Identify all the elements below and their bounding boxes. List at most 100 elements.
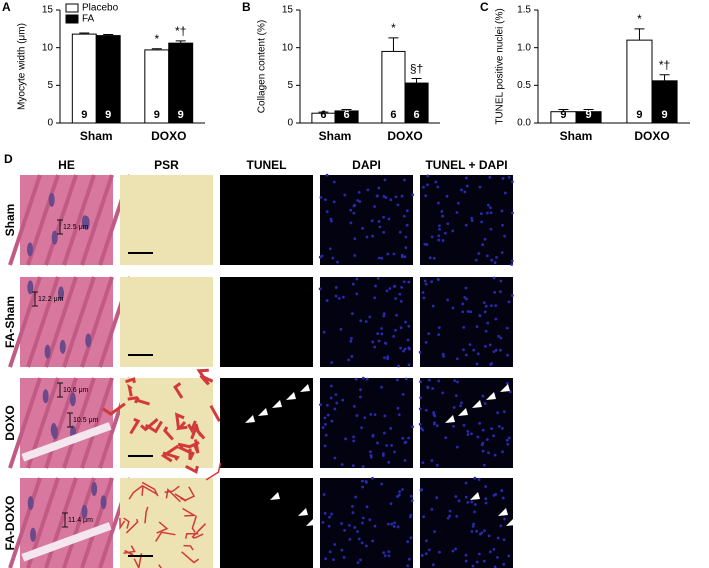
dapi-dot bbox=[398, 230, 402, 234]
dapi-dot bbox=[358, 200, 362, 203]
dapi-dot bbox=[501, 450, 504, 454]
dapi-dot bbox=[376, 277, 380, 280]
dapi-dot bbox=[431, 563, 435, 567]
dapi-dot bbox=[440, 210, 444, 213]
dapi-dot bbox=[409, 494, 413, 498]
dapi-dot bbox=[368, 518, 372, 522]
dapi-dot bbox=[387, 217, 391, 221]
dapi-dot bbox=[421, 461, 425, 465]
dapi-dot bbox=[400, 255, 404, 259]
dapi-dot bbox=[498, 290, 502, 294]
dapi-dot bbox=[485, 438, 489, 441]
y-tick-label: 10 bbox=[42, 42, 54, 53]
dapi-dot bbox=[352, 211, 356, 215]
dapi-dot bbox=[465, 297, 468, 301]
dapi-dot bbox=[423, 242, 427, 246]
dapi-dot bbox=[361, 479, 364, 483]
dapi-dot bbox=[380, 482, 384, 486]
dapi-dot bbox=[481, 428, 485, 432]
dapi-dot bbox=[404, 377, 408, 381]
dapi-dot bbox=[422, 515, 426, 519]
dapi-dot bbox=[470, 530, 474, 533]
fibrosis bbox=[173, 382, 184, 399]
dapi-dot bbox=[470, 216, 474, 220]
dapi-dot bbox=[351, 505, 354, 508]
dapi-dot bbox=[374, 284, 377, 288]
dapi-dot bbox=[464, 553, 468, 557]
fibrosis bbox=[205, 462, 222, 481]
column-header: PSR bbox=[154, 158, 179, 172]
nucleus bbox=[51, 230, 58, 245]
annotation: * bbox=[391, 21, 396, 35]
fibrosis bbox=[209, 404, 221, 423]
dapi-dot bbox=[334, 393, 338, 396]
fibrosis bbox=[155, 531, 176, 542]
dapi-dot bbox=[511, 180, 514, 184]
y-tick-label: 1.0 bbox=[517, 42, 531, 53]
y-axis-label: TUNEL positive nuclei (%) bbox=[495, 8, 506, 124]
dapi-dot bbox=[351, 464, 355, 467]
micrograph bbox=[320, 378, 413, 468]
column-header: TUNEL + DAPI bbox=[425, 158, 507, 172]
x-tick-label: Sham bbox=[80, 129, 113, 143]
dapi-dot bbox=[324, 433, 328, 437]
fibrosis bbox=[127, 383, 133, 397]
n-label: 6 bbox=[320, 109, 326, 121]
nucleus bbox=[83, 215, 90, 230]
error-bar bbox=[411, 78, 422, 84]
dapi-dot bbox=[365, 377, 369, 381]
dapi-dot bbox=[357, 190, 361, 194]
dapi-dot bbox=[507, 300, 511, 304]
dapi-dot bbox=[356, 561, 360, 565]
dapi-dot bbox=[388, 287, 392, 290]
dapi-dot bbox=[424, 340, 428, 344]
y-tick-label: 5 bbox=[47, 80, 53, 91]
dapi-dot bbox=[427, 332, 431, 336]
dapi-dot bbox=[478, 532, 482, 536]
nucleus bbox=[58, 286, 65, 301]
dapi-dot bbox=[493, 565, 497, 568]
dapi-dot bbox=[387, 550, 391, 553]
dapi-dot bbox=[465, 184, 469, 188]
dapi-dot bbox=[432, 413, 436, 416]
row-header: DOXO bbox=[3, 405, 17, 440]
x-tick-label: DOXO bbox=[634, 129, 669, 143]
dapi-dot bbox=[460, 188, 463, 192]
fiber bbox=[62, 174, 96, 266]
dapi-dot bbox=[462, 423, 466, 427]
dapi-dot bbox=[385, 289, 389, 293]
dapi-dot bbox=[430, 280, 434, 284]
dapi-dot bbox=[464, 495, 468, 499]
dapi-dot bbox=[490, 258, 494, 262]
dapi-dot bbox=[348, 538, 352, 541]
dapi-dot bbox=[325, 210, 329, 214]
dapi-dot bbox=[393, 450, 396, 454]
x-tick-label: DOXO bbox=[387, 129, 422, 143]
dapi-dot bbox=[461, 302, 465, 306]
dapi-dot bbox=[361, 226, 364, 230]
micrograph bbox=[420, 277, 513, 367]
dapi-dot bbox=[457, 499, 461, 503]
x-tick-label: DOXO bbox=[151, 129, 186, 143]
dapi-dot bbox=[377, 186, 381, 190]
dapi-dot bbox=[456, 357, 459, 361]
fiber bbox=[62, 377, 96, 469]
dapi-dot bbox=[357, 537, 361, 541]
dapi-dot bbox=[403, 255, 407, 259]
dapi-dot bbox=[392, 525, 396, 528]
dapi-dot bbox=[493, 453, 497, 457]
fibrosis bbox=[165, 488, 181, 503]
dapi-dot bbox=[409, 536, 413, 540]
dapi-dot bbox=[375, 194, 379, 198]
arrowhead bbox=[500, 384, 510, 392]
dapi-dot bbox=[356, 530, 359, 533]
column-header: HE bbox=[58, 158, 75, 172]
dapi-dot bbox=[373, 296, 377, 300]
y-tick-label: 15 bbox=[42, 5, 54, 16]
dapi-dot bbox=[383, 341, 387, 345]
y-tick-label: 0 bbox=[47, 118, 53, 129]
dapi-dot bbox=[359, 558, 362, 562]
micrograph bbox=[320, 175, 413, 265]
dapi-dot bbox=[505, 438, 509, 442]
dapi-dot bbox=[373, 345, 377, 349]
